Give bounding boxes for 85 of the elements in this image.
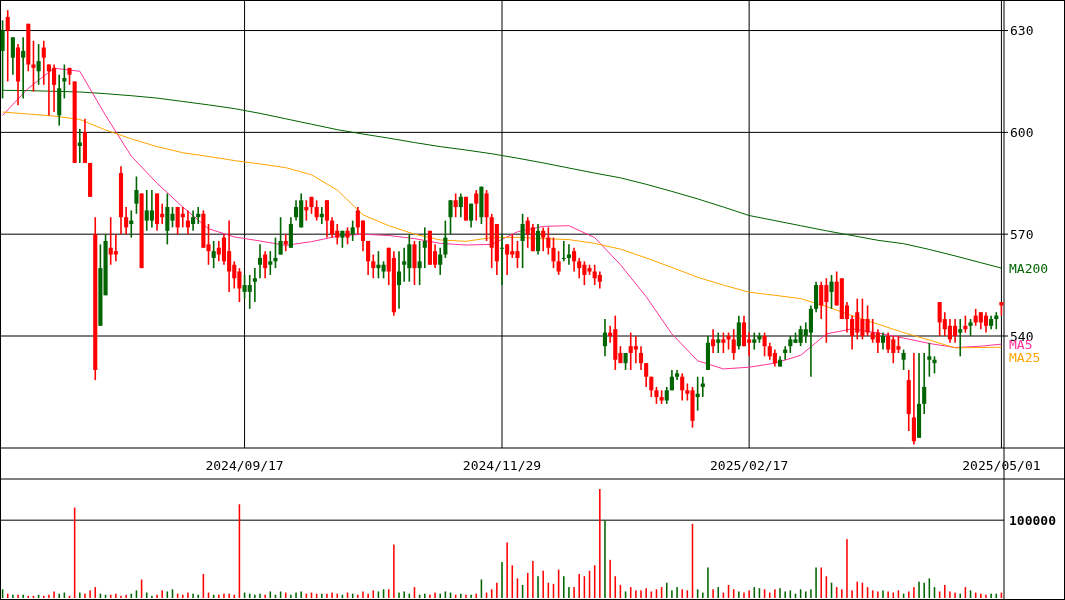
- candlestick: [911, 352, 916, 446]
- candlestick: [257, 243, 263, 280]
- y-tick-label: 570: [1010, 226, 1034, 242]
- candlestick: [191, 209, 196, 232]
- candlestick: [829, 274, 834, 310]
- candlestick: [711, 328, 716, 354]
- candlestick: [741, 314, 747, 347]
- candlestick: [273, 236, 278, 269]
- candlestick: [252, 267, 257, 303]
- candlestick: [474, 189, 479, 222]
- candlestick: [10, 36, 15, 76]
- candlestick: [505, 243, 510, 276]
- candlestick: [124, 206, 129, 235]
- candlestick: [927, 341, 932, 378]
- candlestick: [268, 250, 273, 276]
- candlestick: [638, 345, 644, 371]
- x-tick-label: 2024/11/29: [462, 458, 542, 473]
- candlestick: [412, 240, 417, 286]
- x-tick-label: 2025/02/17: [710, 458, 789, 473]
- candlestick: [814, 280, 819, 314]
- candlestick: [958, 318, 963, 358]
- candlestick: [577, 257, 582, 280]
- candlestick: [808, 304, 813, 378]
- candlestick: [983, 311, 989, 334]
- candlestick: [530, 223, 535, 252]
- candlestick: [561, 240, 566, 263]
- candlestick: [443, 219, 448, 259]
- candlestick: [211, 240, 216, 269]
- y-tick-label: 600: [1010, 124, 1034, 140]
- candlestick: [484, 189, 489, 242]
- candlestick: [350, 219, 355, 242]
- candlestick: [572, 246, 577, 273]
- candlestick: [438, 246, 443, 276]
- candlestick: [402, 246, 407, 283]
- candlestick: [396, 250, 402, 310]
- candlestick: [453, 192, 458, 219]
- series-label: MA25: [1009, 349, 1041, 365]
- x-tick-label: 2025/05/01: [962, 458, 1041, 473]
- candlestick: [716, 331, 721, 354]
- candlestick: [422, 226, 427, 269]
- candlestick: [886, 331, 891, 354]
- candlestick: [113, 233, 118, 263]
- candlestick: [731, 328, 736, 361]
- candlestick: [417, 240, 422, 286]
- candlestick: [499, 233, 505, 286]
- candlestick: [371, 253, 376, 280]
- candlestick: [875, 328, 880, 354]
- candlestick: [5, 9, 10, 83]
- x-tick-label: 2024/09/17: [205, 458, 284, 473]
- candlestick: [324, 199, 329, 239]
- candlestick: [330, 216, 335, 239]
- candlestick: [551, 236, 556, 269]
- candlestick: [633, 335, 638, 364]
- candlestick: [134, 175, 139, 215]
- candlestick: [721, 331, 726, 354]
- series-label: MA200: [1009, 260, 1049, 276]
- candlestick: [247, 274, 252, 310]
- candlestick: [819, 280, 824, 320]
- candlestick: [644, 362, 649, 388]
- candlestick: [314, 199, 319, 222]
- candlestick: [41, 39, 46, 86]
- candlestick: [602, 318, 608, 358]
- candlestick: [288, 216, 293, 249]
- candlestick: [546, 226, 551, 256]
- candlestick: [541, 226, 546, 252]
- candlestick: [850, 314, 855, 351]
- candlestick: [31, 39, 36, 93]
- y-tick-label: 630: [1010, 23, 1034, 39]
- candlestick: [366, 240, 371, 276]
- candlestick: [680, 372, 685, 402]
- candlestick: [922, 352, 927, 415]
- candlestick: [448, 199, 453, 235]
- candlestick: [556, 250, 561, 276]
- candlestick: [752, 331, 757, 351]
- candlestick: [263, 250, 268, 280]
- candlestick: [535, 223, 541, 256]
- text: 100000: [1009, 512, 1057, 528]
- candlestick: [458, 192, 463, 219]
- candlestick: [520, 213, 525, 269]
- candlestick: [36, 43, 41, 86]
- candlestick: [278, 216, 283, 256]
- candlestick: [149, 189, 154, 229]
- candlestick: [736, 314, 741, 351]
- candlestick: [762, 331, 767, 358]
- candlestick: [901, 348, 906, 371]
